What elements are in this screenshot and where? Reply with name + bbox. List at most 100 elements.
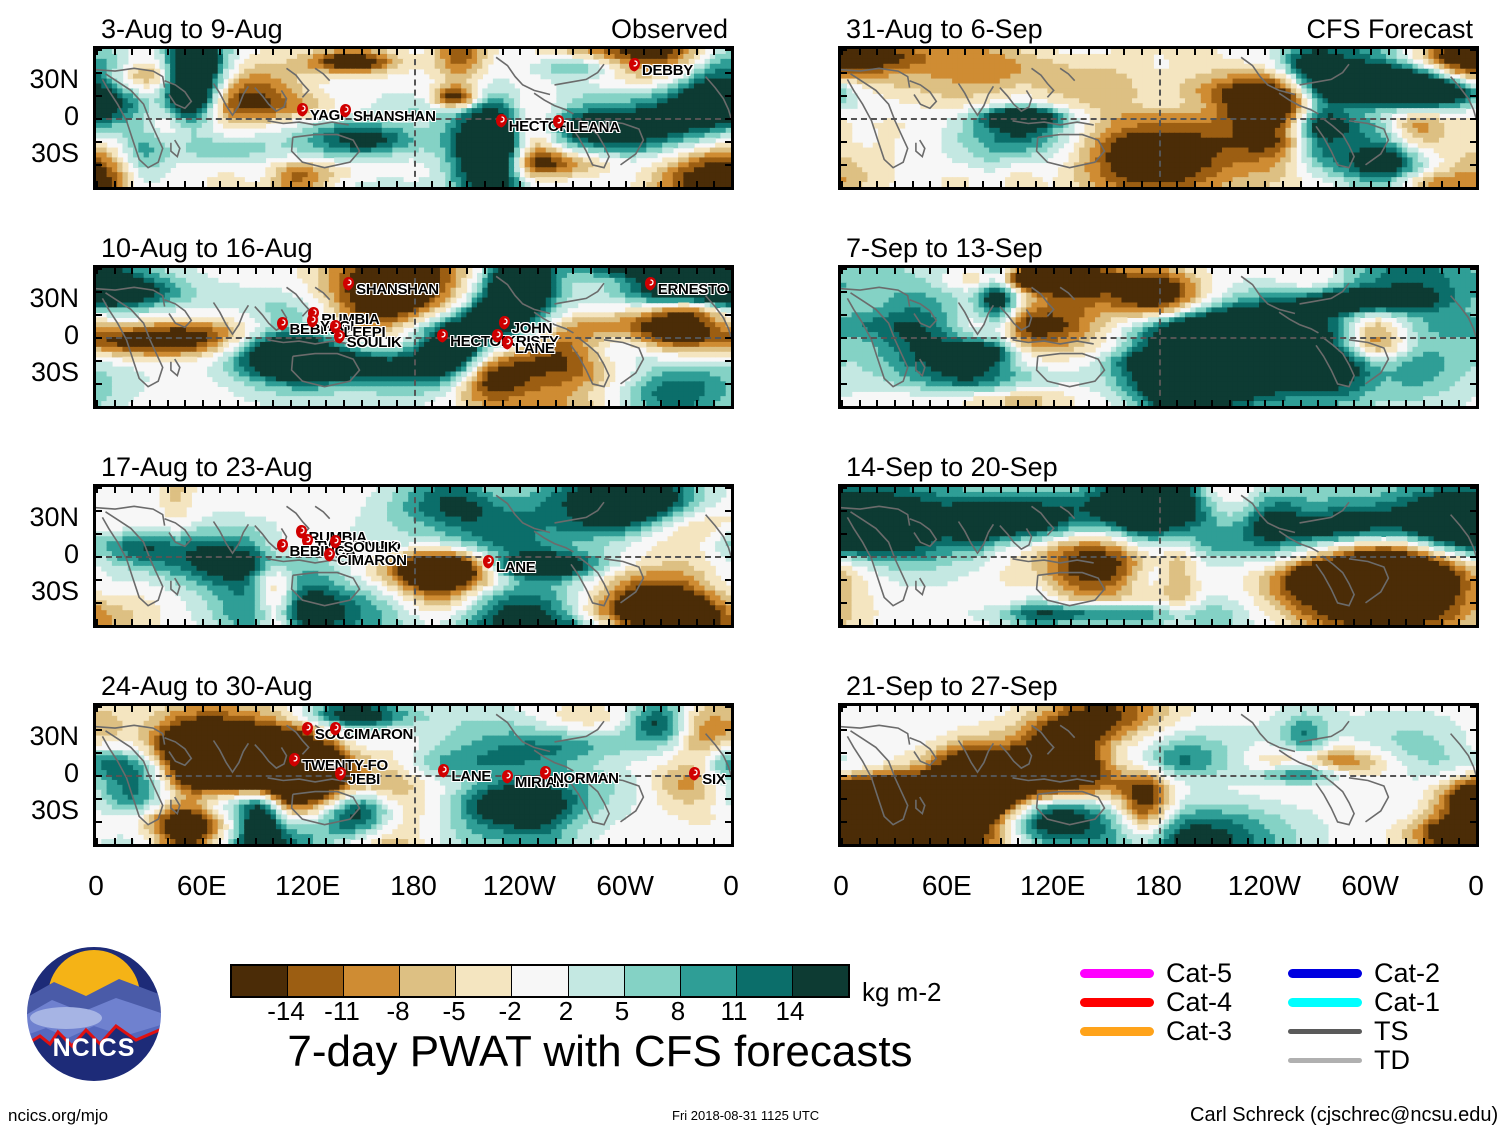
axis-tick [731, 49, 733, 55]
axis-tick [1370, 49, 1373, 55]
axis-tick [725, 118, 731, 120]
axis-tick [219, 49, 222, 55]
map-panel-fcst-3 [838, 484, 1479, 628]
axis-tick [841, 400, 843, 406]
axis-tick [1229, 706, 1232, 712]
axis-tick [96, 556, 102, 558]
axis-tick [1193, 268, 1196, 274]
footer-website[interactable]: ncics.org/mjo [8, 1106, 108, 1126]
axis-tick [1070, 706, 1073, 712]
axis-tick [1470, 602, 1476, 604]
axis-tick [413, 706, 416, 712]
axis-tick [501, 619, 504, 625]
axis-tick [1087, 181, 1090, 187]
legend-label: TD [1374, 1047, 1410, 1074]
storm-symbol-norman [539, 765, 552, 780]
axis-tick [1035, 619, 1038, 625]
axis-tick [1017, 619, 1020, 625]
axis-tick [290, 49, 293, 55]
storm-label: YAGI [310, 108, 344, 123]
axis-tick [841, 510, 847, 512]
axis-tick [876, 49, 879, 55]
ncics-logo-text: NCICS [24, 1034, 164, 1063]
axis-tick [237, 838, 240, 844]
colorbar-units-label: kg m-2 [862, 979, 941, 1005]
axis-tick [982, 838, 985, 844]
axis-tick [1405, 838, 1408, 844]
axis-tick [725, 729, 731, 731]
y-tick-label: 30S [0, 578, 79, 605]
axis-tick [725, 533, 731, 535]
legend-item-cat-2[interactable]: Cat-2 [1288, 960, 1440, 987]
axis-tick [325, 838, 328, 844]
axis-tick [307, 400, 310, 406]
axis-tick [1035, 181, 1038, 187]
axis-tick [841, 118, 847, 120]
axis-tick [1476, 49, 1478, 55]
colorbar-segment-3 [399, 966, 456, 996]
axis-tick [841, 579, 847, 581]
legend-item-cat-3[interactable]: Cat-3 [1080, 1018, 1232, 1045]
axis-tick [1105, 838, 1108, 844]
axis-tick [254, 400, 257, 406]
axis-tick [1211, 487, 1214, 493]
axis-tick [431, 487, 434, 493]
axis-tick [1052, 49, 1055, 55]
legend-item-cat-5[interactable]: Cat-5 [1080, 960, 1232, 987]
axis-tick [893, 619, 896, 625]
axis-tick [964, 400, 967, 406]
y-tick-label: 0 [0, 541, 79, 568]
axis-tick [431, 838, 434, 844]
axis-tick [1440, 487, 1443, 493]
legend-item-ts[interactable]: TS [1288, 1018, 1409, 1045]
axis-tick [964, 487, 967, 493]
axis-tick [1017, 181, 1020, 187]
y-tick-label: 30N [0, 723, 79, 750]
axis-tick [342, 487, 345, 493]
legend-item-cat-1[interactable]: Cat-1 [1288, 989, 1440, 1016]
map-panel-fcst-1 [838, 46, 1479, 190]
legend-item-cat-4[interactable]: Cat-4 [1080, 989, 1232, 1016]
axis-tick [1470, 291, 1476, 293]
axis-tick [1087, 268, 1090, 274]
axis-tick [1158, 838, 1161, 844]
storm-label: ERNESTO [658, 282, 728, 297]
footer-timestamp: Fri 2018-08-31 1125 UTC [672, 1108, 819, 1123]
storm-label: MIRIAM [515, 775, 569, 790]
axis-tick [1476, 487, 1478, 493]
axis-tick [858, 838, 861, 844]
axis-tick [946, 706, 949, 712]
legend-item-td[interactable]: TD [1288, 1047, 1410, 1074]
axis-tick [695, 181, 698, 187]
legend-swatch-cat-5 [1080, 969, 1154, 978]
axis-tick [725, 187, 731, 189]
storm-label: TWENTY-FO [302, 758, 388, 773]
axis-tick [466, 706, 469, 712]
axis-tick [378, 706, 381, 712]
axis-tick [841, 625, 847, 627]
axis-tick [325, 487, 328, 493]
axis-tick [96, 337, 102, 339]
axis-tick [96, 268, 102, 270]
axis-tick [1140, 838, 1143, 844]
storm-label: DEBBY [642, 63, 693, 78]
axis-tick [725, 314, 731, 316]
axis-tick [1105, 49, 1108, 55]
axis-tick [1035, 268, 1038, 274]
axis-tick [1158, 487, 1161, 493]
axis-tick [1423, 838, 1426, 844]
axis-tick [589, 181, 592, 187]
axis-tick [113, 838, 116, 844]
axis-tick [1017, 706, 1020, 712]
axis-tick [725, 752, 731, 754]
x-tick-label: 60E [897, 872, 997, 900]
axis-tick [713, 838, 716, 844]
axis-tick [536, 487, 539, 493]
storm-symbol-twenty-fo [288, 752, 301, 767]
axis-tick [96, 487, 98, 493]
axis-tick [290, 181, 293, 187]
axis-tick [1281, 400, 1284, 406]
axis-tick [554, 181, 557, 187]
axis-tick [1470, 118, 1476, 120]
axis-tick [982, 268, 985, 274]
